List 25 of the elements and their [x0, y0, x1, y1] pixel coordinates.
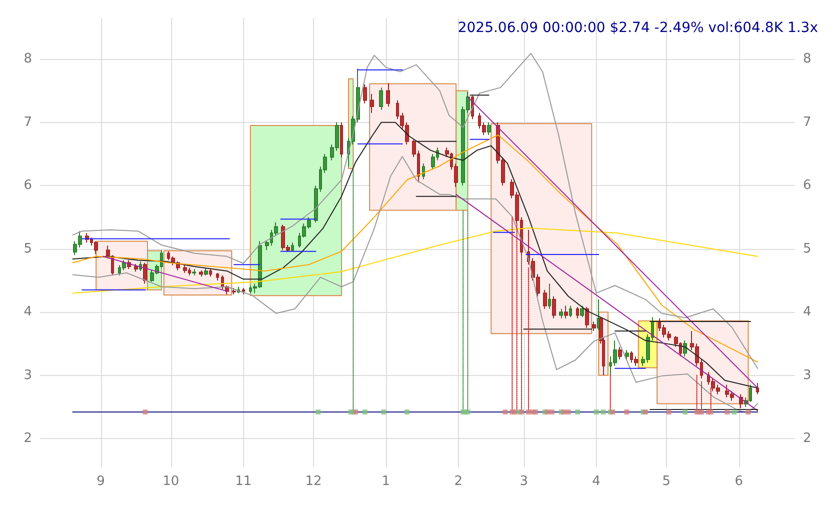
y-tick-label: 7 [24, 114, 32, 130]
y-tick-label: 8 [24, 52, 32, 67]
y-tick-label: 2 [24, 431, 32, 446]
x-tick-label: 1 [382, 474, 390, 489]
y-tick-label: 5 [24, 241, 32, 256]
x-tick-label: 2 [454, 474, 463, 489]
y-tick-label: 3 [24, 368, 32, 383]
x-tick-label: 4 [592, 474, 600, 489]
x-tick-label: 3 [520, 474, 528, 489]
y2-tick-label: 8 [803, 52, 812, 67]
x-tick-label: 6 [734, 474, 744, 489]
x-tick-label: 12 [305, 474, 322, 489]
x-tick-label: 5 [662, 474, 671, 489]
chart-title: 2025.06.09 00:00:00 $2.74 -2.49% vol:604.8K 1.3x [458, 20, 818, 36]
y2-tick-label: 6 [803, 178, 812, 194]
y-tick-label: 4 [24, 304, 32, 320]
y2-tick-label: 3 [803, 368, 812, 383]
x-tick-label: 9 [96, 474, 105, 489]
y-tick-label: 6 [24, 178, 32, 194]
y2-tick-label: 7 [803, 114, 812, 130]
y2-tick-label: 2 [803, 431, 812, 446]
y2-tick-label: 5 [803, 241, 812, 256]
y2-tick-label: 4 [803, 304, 812, 320]
x-tick-label: 10 [162, 474, 180, 489]
x-tick-label: 11 [235, 474, 252, 489]
